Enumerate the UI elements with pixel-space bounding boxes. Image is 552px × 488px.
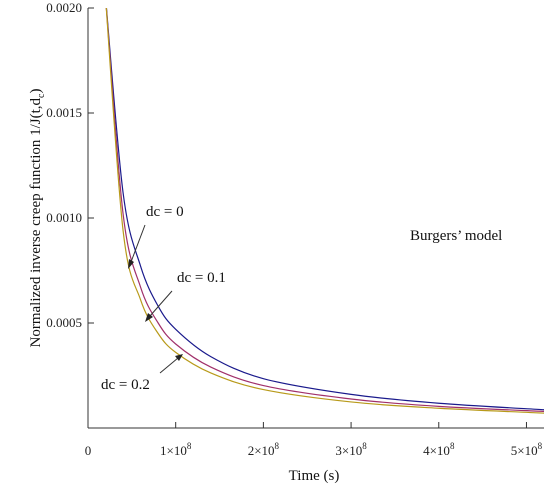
x-tick-label: 3×108 — [335, 441, 367, 458]
y-axis-title: Normalized inverse creep function 1/J(t,… — [28, 89, 47, 348]
x-tick-label: 4×108 — [423, 441, 455, 458]
y-tick-label: 0.0010 — [46, 210, 82, 225]
x-tick-label: 1×108 — [160, 441, 192, 458]
x-tick-label: 5×108 — [511, 441, 543, 458]
x-tick-mantissa: 4×10 — [423, 443, 450, 458]
x-tick-mantissa: 5×10 — [511, 443, 538, 458]
x-tick-mantissa: 2×10 — [248, 443, 275, 458]
x-tick-label: 0 — [85, 443, 92, 458]
x-tick-mantissa: 3×10 — [335, 443, 362, 458]
x-tick-exponent: 8 — [187, 441, 192, 451]
x-tick-exponent: 8 — [275, 441, 280, 451]
y-tick-label: 0.0015 — [46, 105, 82, 120]
annotation-dc-0: dc = 0 — [146, 204, 184, 220]
y-tick-label: 0.0020 — [46, 0, 82, 15]
x-tick-exponent: 8 — [362, 441, 367, 451]
annotation-dc-02: dc = 0.2 — [101, 377, 150, 393]
x-axis-ticks: 0 1×108 2×108 3×108 4×108 5×108 — [85, 422, 543, 458]
y-tick-label: 0.0005 — [46, 315, 82, 330]
x-tick-mantissa: 1×10 — [160, 443, 187, 458]
model-label: Burgers’ model — [410, 228, 502, 244]
annotation-arrow-dc-02 — [160, 358, 178, 373]
y-axis-ticks: 0.0005 0.0010 0.0015 0.0020 — [46, 0, 94, 330]
x-tick-label: 2×108 — [248, 441, 280, 458]
x-axis-title: Time (s) — [289, 468, 340, 484]
x-tick-exponent: 8 — [450, 441, 455, 451]
annotation-dc-01: dc = 0.1 — [177, 270, 226, 286]
x-tick-exponent: 8 — [538, 441, 543, 451]
y-axis-title-close: ) — [28, 89, 44, 94]
